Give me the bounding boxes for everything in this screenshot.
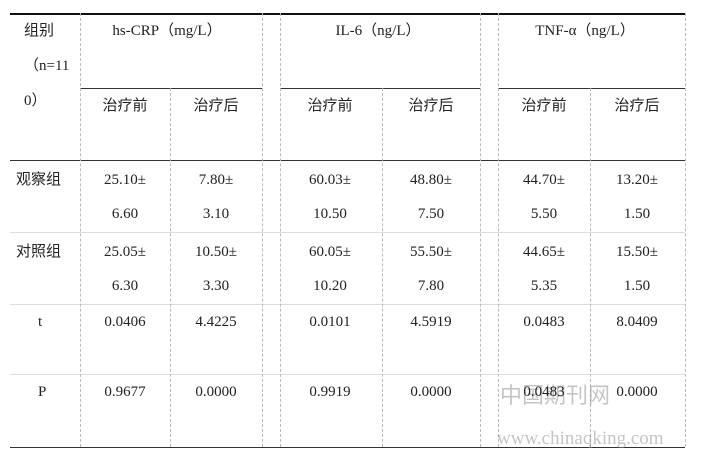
cell: 3.10 xyxy=(202,206,230,222)
watermark: 中国期刊网 xyxy=(500,383,611,408)
cell: 0.0000 xyxy=(195,384,237,400)
cell: 4.5919 xyxy=(410,314,452,330)
cell: 13.20± xyxy=(616,172,658,188)
col-rule xyxy=(480,13,481,447)
cell: 4.4225 xyxy=(195,314,237,330)
rule xyxy=(10,304,685,305)
group-title: IL-6（ng/L） xyxy=(335,23,421,39)
cell: 0.0000 xyxy=(616,384,658,400)
cell: 0.0406 xyxy=(104,314,146,330)
subheader: 治疗后 xyxy=(614,98,660,114)
cell: 8.0409 xyxy=(616,314,658,330)
cell: 7.80± xyxy=(198,172,234,188)
cell: 48.80± xyxy=(410,172,452,188)
cell: 15.50± xyxy=(616,244,658,260)
cell: 0.0000 xyxy=(410,384,452,400)
col-rule xyxy=(80,13,81,447)
rule xyxy=(10,447,685,448)
subheader: 治疗后 xyxy=(408,98,454,114)
col-rule xyxy=(262,13,263,447)
cell: 6.60 xyxy=(111,206,139,222)
col-rule xyxy=(498,13,499,447)
cell: 0.9919 xyxy=(309,384,351,400)
rule xyxy=(10,232,685,233)
cell: 3.30 xyxy=(202,278,230,294)
subheader: 治疗前 xyxy=(307,98,353,114)
group-title: TNF-α（ng/L） xyxy=(535,23,635,39)
row-label: 对照组 xyxy=(16,244,62,260)
cell: 10.50 xyxy=(313,206,347,222)
cell: 25.10± xyxy=(104,172,146,188)
cell: 7.80 xyxy=(417,278,445,294)
cell: 25.05± xyxy=(104,244,146,260)
row-label: t xyxy=(38,314,43,330)
cell: 0.9677 xyxy=(104,384,146,400)
cell: 10.20 xyxy=(313,278,347,294)
col-rule xyxy=(280,13,281,447)
group-title: hs-CRP（mg/L） xyxy=(112,23,222,39)
col-rule xyxy=(170,88,171,447)
watermark-url: www.chinaqking.com xyxy=(497,428,664,449)
rule xyxy=(10,13,685,15)
cell: 44.70± xyxy=(523,172,565,188)
cell: 10.50± xyxy=(195,244,237,260)
subheader: 治疗前 xyxy=(521,98,567,114)
col-rule xyxy=(382,88,383,447)
cell: 60.03± xyxy=(309,172,351,188)
subheader: 治疗前 xyxy=(102,98,148,114)
cell: 5.50 xyxy=(530,206,558,222)
subheader: 治疗后 xyxy=(193,98,239,114)
cell: 1.50 xyxy=(623,206,651,222)
rule xyxy=(10,160,685,161)
col-rule xyxy=(685,13,686,447)
cell: 5.35 xyxy=(530,278,558,294)
col-rule xyxy=(590,88,591,447)
cell: 1.50 xyxy=(623,278,651,294)
rule xyxy=(80,88,262,89)
cell: 0.0101 xyxy=(309,314,351,330)
cell: 7.50 xyxy=(417,206,445,222)
cell: 0.0483 xyxy=(523,384,565,400)
rule xyxy=(498,88,685,89)
cell: 6.30 xyxy=(111,278,139,294)
cell: 55.50± xyxy=(410,244,452,260)
cell: 60.05± xyxy=(309,244,351,260)
rule xyxy=(280,88,480,89)
row-label: P xyxy=(38,384,47,400)
row-label: 观察组 xyxy=(16,172,62,188)
group-header: 组别 xyxy=(24,23,55,39)
rule xyxy=(10,374,685,375)
group-header: 0） xyxy=(24,93,47,109)
cell: 44.65± xyxy=(523,244,565,260)
group-header: （n=11 xyxy=(24,58,70,74)
cell: 0.0483 xyxy=(523,314,565,330)
